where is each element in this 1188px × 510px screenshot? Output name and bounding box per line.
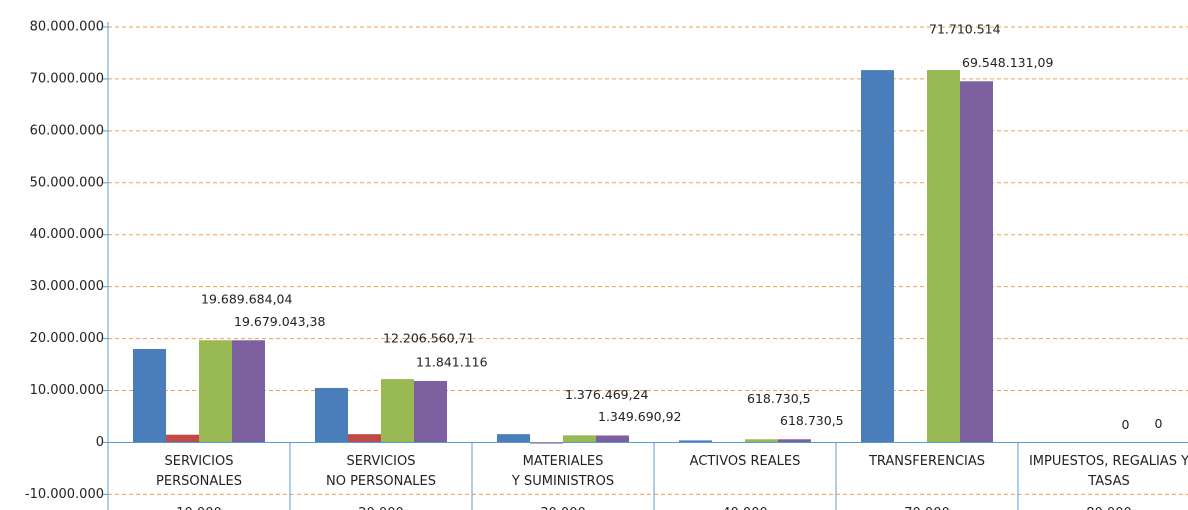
y-tick-label: 10.000.000: [30, 383, 104, 398]
category-code: 20.000: [358, 506, 404, 510]
data-label: 0: [1122, 417, 1130, 432]
bar: [530, 442, 563, 444]
category-code: 10.000: [176, 506, 222, 510]
bar: [232, 340, 265, 443]
y-tick-label: 0: [96, 435, 104, 450]
data-label: 19.689.684,04: [201, 292, 292, 307]
category-code: 40.000: [722, 506, 768, 510]
bar: [745, 439, 778, 443]
x-tick-label: IMPUESTOS, REGALIAS Y: [1029, 454, 1188, 469]
category-code: 70.000: [904, 506, 950, 510]
bar: [679, 440, 712, 443]
data-label: 19.679.043,38: [234, 314, 325, 329]
bar: [381, 379, 414, 443]
x-tick-label: MATERIALES: [523, 454, 604, 469]
x-tick-label: TRANSFERENCIAS: [868, 454, 985, 469]
data-label: 1.349.690,92: [598, 409, 682, 424]
category-code: 80.000: [1086, 506, 1132, 510]
bar: [927, 70, 960, 443]
x-tick-label: SERVICIOS: [347, 454, 416, 469]
x-tick-label: ACTIVOS REALES: [690, 454, 801, 469]
bar: [166, 434, 199, 443]
bar: [199, 340, 232, 443]
bar: [497, 434, 530, 443]
bar: [861, 70, 894, 443]
y-tick-label: 50.000.000: [30, 175, 104, 190]
y-tick-label: 40.000.000: [30, 227, 104, 242]
bar: [133, 349, 166, 443]
data-label: 618.730,5: [780, 413, 844, 428]
bar: [563, 435, 596, 443]
y-tick-label: 70.000.000: [30, 71, 104, 86]
data-label: 12.206.560,71: [383, 331, 474, 346]
category-code: 30.000: [540, 506, 586, 510]
x-tick-label: SERVICIOS: [165, 454, 234, 469]
bar: [348, 434, 381, 443]
bar: [315, 387, 348, 443]
x-tick-label: Y SUMINISTROS: [511, 474, 614, 489]
data-label: 1.376.469,24: [565, 387, 649, 402]
y-tick-label: -10.000.000: [25, 487, 104, 502]
y-tick-label: 20.000.000: [30, 331, 104, 346]
data-label: 11.841.116: [416, 354, 488, 369]
data-label: 618.730,5: [747, 391, 811, 406]
bar: [960, 81, 993, 443]
y-tick-label: 60.000.000: [30, 123, 104, 138]
y-tick-label: 80.000.000: [30, 20, 104, 35]
bar: [596, 435, 629, 443]
data-label: 69.548.131,09: [962, 55, 1053, 70]
bar: [414, 380, 447, 443]
y-tick-label: 30.000.000: [30, 279, 104, 294]
bar: [778, 439, 811, 443]
x-tick-label: PERSONALES: [156, 474, 242, 489]
data-label: 0: [1155, 416, 1163, 431]
x-tick-label: TASAS: [1087, 474, 1129, 489]
data-label: 71.710.514: [929, 22, 1001, 37]
x-tick-label: NO PERSONALES: [326, 474, 436, 489]
